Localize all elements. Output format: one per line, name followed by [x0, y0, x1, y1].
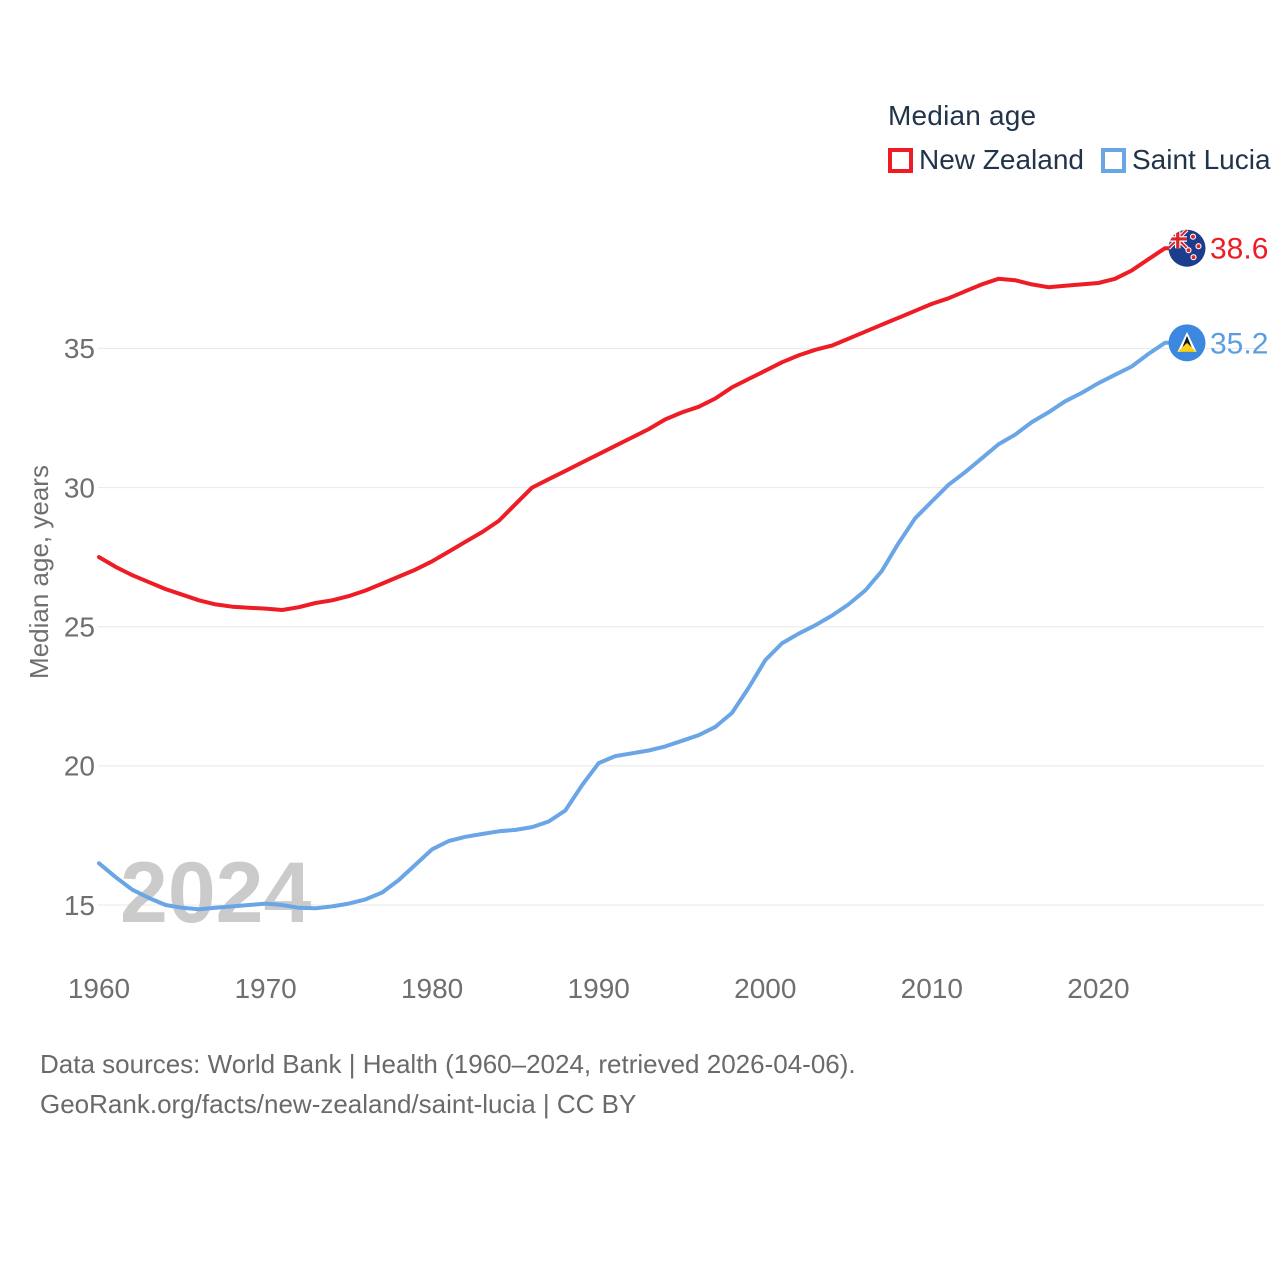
y-tick-label: 25 [64, 612, 95, 643]
x-tick-label: 1960 [68, 973, 130, 1004]
saint-lucia-swatch-icon [1100, 147, 1126, 173]
new-zealand-swatch-icon [888, 147, 913, 173]
series-line-saint-lucia[interactable] [97, 340, 1175, 912]
y-axis-title: Median age, years [24, 465, 54, 679]
x-tick-label: 2000 [734, 973, 796, 1004]
value-label-new-zealand: 38.6 [1210, 233, 1268, 266]
legend-label-saint-lucia: Saint Lucia [1131, 144, 1271, 175]
watermark-year: 2024 [120, 845, 311, 941]
new-zealand-flag-icon [1168, 229, 1206, 267]
saint-lucia-flag-icon [1168, 324, 1206, 362]
chart-footer: Data sources: World Bank | Health (1960–… [40, 1044, 856, 1124]
y-tick-label: 20 [64, 751, 95, 782]
x-tick-label: 2010 [901, 973, 963, 1004]
x-tick-label: 1980 [401, 973, 463, 1004]
chart-title: Median age [888, 100, 1037, 131]
chart-legend: Median age New Zealand Saint Lucia [888, 100, 1271, 176]
x-tick-label: 1990 [568, 973, 630, 1004]
x-tick-label: 2020 [1067, 973, 1129, 1004]
legend-item-saint-lucia[interactable]: Saint Lucia [1100, 144, 1271, 176]
y-tick-label: 30 [64, 472, 95, 503]
value-label-saint-lucia: 35.2 [1210, 327, 1268, 360]
legend-item-new-zealand[interactable]: New Zealand [888, 144, 1084, 176]
legend-items: New Zealand Saint Lucia [888, 144, 1271, 176]
series-line-new-zealand[interactable] [97, 246, 1175, 612]
x-tick-label: 1970 [234, 973, 296, 1004]
data-sources-line: Data sources: World Bank | Health (1960–… [40, 1049, 856, 1079]
legend-label-new-zealand: New Zealand [919, 144, 1084, 175]
y-tick-label: 35 [64, 333, 95, 364]
y-tick-label: 15 [64, 890, 95, 921]
attribution-line: GeoRank.org/facts/new-zealand/saint-luci… [40, 1089, 637, 1119]
